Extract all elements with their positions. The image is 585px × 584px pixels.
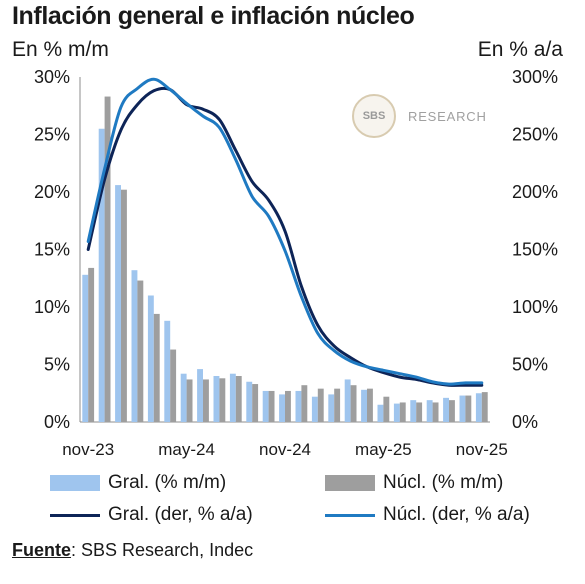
bar-nucl [203, 379, 209, 422]
bar-nucl [153, 313, 160, 422]
bar-gral [98, 128, 105, 422]
bar-gral [131, 270, 138, 422]
bar-gral [361, 389, 367, 422]
bar-gral [213, 376, 220, 422]
bar-nucl [367, 388, 373, 422]
y-right-tick-label: 0% [512, 412, 538, 432]
bar-gral [164, 320, 171, 422]
chart-plot: 0% 5% 10% 15% 20% 25% 30% 0% 50% 100% 150% 200% 250%… [34, 67, 558, 459]
bar-gral [426, 400, 433, 422]
bar-gral [475, 393, 482, 422]
chart-title: Inflación general e inflación núcleo [12, 2, 415, 30]
bar-nucl [416, 402, 423, 422]
bar-nucl [104, 96, 111, 423]
legend-swatch-nucl-line [325, 513, 375, 517]
bar-gral [410, 400, 417, 422]
bar-nucl [432, 402, 439, 422]
legend-label-gral-bar: Gral. (% m/m) [108, 472, 227, 493]
y-left-tick-label: 15% [34, 240, 70, 260]
bar-gral [459, 395, 466, 422]
bar-gral [180, 373, 187, 422]
bar-nucl [170, 349, 177, 422]
y-right-tick-label: 150% [512, 240, 558, 260]
left-axis-unit: En % m/m [12, 38, 109, 61]
y-left-tick-label: 10% [34, 297, 70, 317]
legend-label-nucl-bar: Núcl. (% m/m) [383, 472, 504, 493]
source-text: : SBS Research, Indec [71, 540, 254, 560]
x-tick-label: nov-25 [456, 440, 508, 459]
source-note: Fuente: SBS Research, Indec [12, 540, 253, 561]
bar-gral [393, 403, 400, 422]
legend-swatch-gral-line [50, 513, 100, 517]
bar-nucl [317, 388, 324, 422]
watermark-text: RESEARCH [408, 108, 487, 124]
bar-nucl [88, 267, 95, 422]
right-axis-unit: En % a/a [477, 38, 563, 61]
y-left-tick-label: 5% [44, 355, 70, 375]
bar-nucl [449, 400, 455, 422]
y-right-tick-label: 250% [512, 125, 558, 145]
chart-legend: Gral. (% m/m) Núcl. (% m/m) Gral. (der, … [0, 470, 585, 532]
watermark: SBS RESEARCH [352, 94, 487, 138]
bar-gral [229, 373, 236, 422]
bar-nucl [285, 390, 291, 422]
x-tick-label: may-25 [355, 440, 412, 459]
bar-gral [295, 390, 302, 422]
x-tick-label: may-24 [158, 440, 215, 459]
bar-nucl [481, 392, 488, 422]
bar-nucl [186, 379, 193, 422]
line-gral-yoy [86, 86, 484, 387]
y-left-tick-label: 20% [34, 182, 70, 202]
bar-gral [115, 185, 121, 422]
bar-nucl [334, 388, 341, 422]
y-left-tick-label: 30% [34, 67, 70, 87]
bar-nucl [301, 385, 308, 422]
bar-gral [147, 295, 154, 422]
x-tick-label: nov-24 [259, 440, 311, 459]
bar-gral [311, 396, 318, 422]
bar-nucl [137, 280, 144, 422]
bar-gral [246, 381, 253, 422]
line-nucl-yoy [86, 77, 484, 386]
y-right-tick-label: 200% [512, 182, 558, 202]
legend-item-gral-line: Gral. (der, % a/a) [50, 504, 253, 526]
legend-label-gral-line: Gral. (der, % a/a) [108, 504, 253, 525]
bar-nucl [350, 385, 357, 422]
y-left-tick-label: 0% [44, 412, 70, 432]
y-right-tick-label: 300% [512, 67, 558, 87]
bar-gral [344, 379, 351, 422]
bar-nucl [465, 395, 472, 422]
bar-nucl [399, 402, 406, 422]
legend-swatch-gral-bar [50, 475, 100, 491]
legend-item-gral-bar: Gral. (% m/m) [50, 472, 226, 494]
bar-gral [197, 369, 203, 422]
legend-item-nucl-bar: Núcl. (% m/m) [325, 472, 503, 494]
bar-gral [443, 397, 449, 422]
legend-swatch-nucl-bar [325, 475, 375, 491]
bar-gral [279, 394, 285, 422]
y-right-tick-label: 100% [512, 297, 558, 317]
bar-nucl [121, 189, 127, 422]
x-tick-label: nov-23 [62, 440, 114, 459]
bar-nucl [252, 384, 259, 422]
bar-gral [262, 390, 269, 422]
y-right-tick-label: 50% [512, 355, 548, 375]
legend-label-nucl-line: Núcl. (der, % a/a) [383, 504, 530, 525]
bar-nucl [268, 390, 275, 422]
bar-gral [377, 404, 384, 422]
legend-item-nucl-line: Núcl. (der, % a/a) [325, 504, 530, 526]
source-label: Fuente [12, 540, 72, 560]
bar-nucl [219, 378, 226, 422]
bar-gral [328, 394, 335, 422]
bar-gral [82, 274, 89, 422]
y-left-tick-label: 25% [34, 125, 70, 145]
bar-nucl [383, 396, 390, 422]
bar-nucl [235, 376, 242, 422]
sbs-logo-icon: SBS [352, 94, 396, 138]
